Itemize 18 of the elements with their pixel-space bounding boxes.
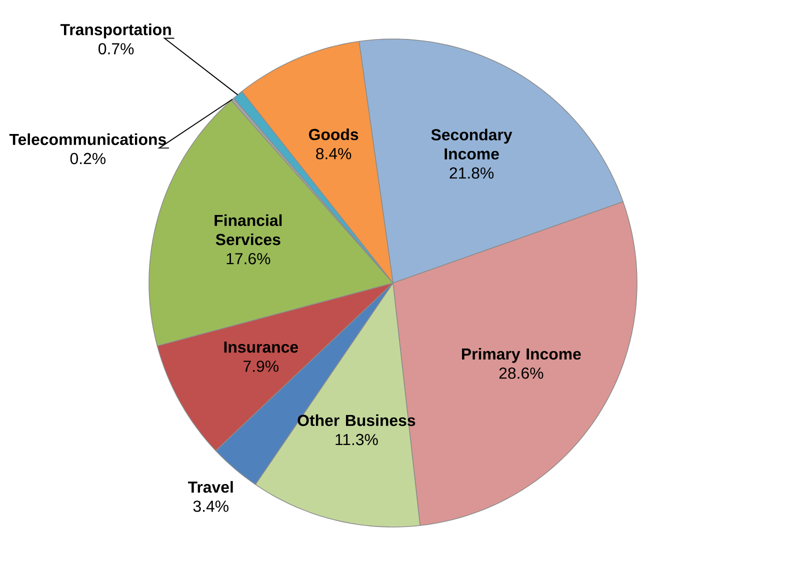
data-label: 0.7% [98, 43, 134, 54]
data-label: 28.6% [499, 368, 544, 379]
data-label: 3.4% [193, 500, 228, 512]
data-label: 17.6% [226, 253, 270, 264]
slice-label: Telecommunications [9, 133, 166, 146]
slice-label: Financial Services [214, 214, 282, 246]
slice-label: Other Business [298, 414, 416, 426]
slice-label: Goods [308, 128, 358, 140]
slice-label: Transportation [60, 24, 171, 38]
data-label: 0.2% [70, 152, 106, 164]
slice-label: Primary Income [462, 348, 581, 363]
data-label: 8.4% [316, 148, 352, 160]
data-label: 11.3% [336, 434, 378, 446]
slice-label: Travel [188, 481, 233, 493]
data-label: 7.9% [244, 360, 278, 372]
data-label: 21.8% [450, 167, 494, 179]
slice-label: Secondary Income [431, 128, 512, 160]
slice-label: Insurance [224, 342, 298, 353]
